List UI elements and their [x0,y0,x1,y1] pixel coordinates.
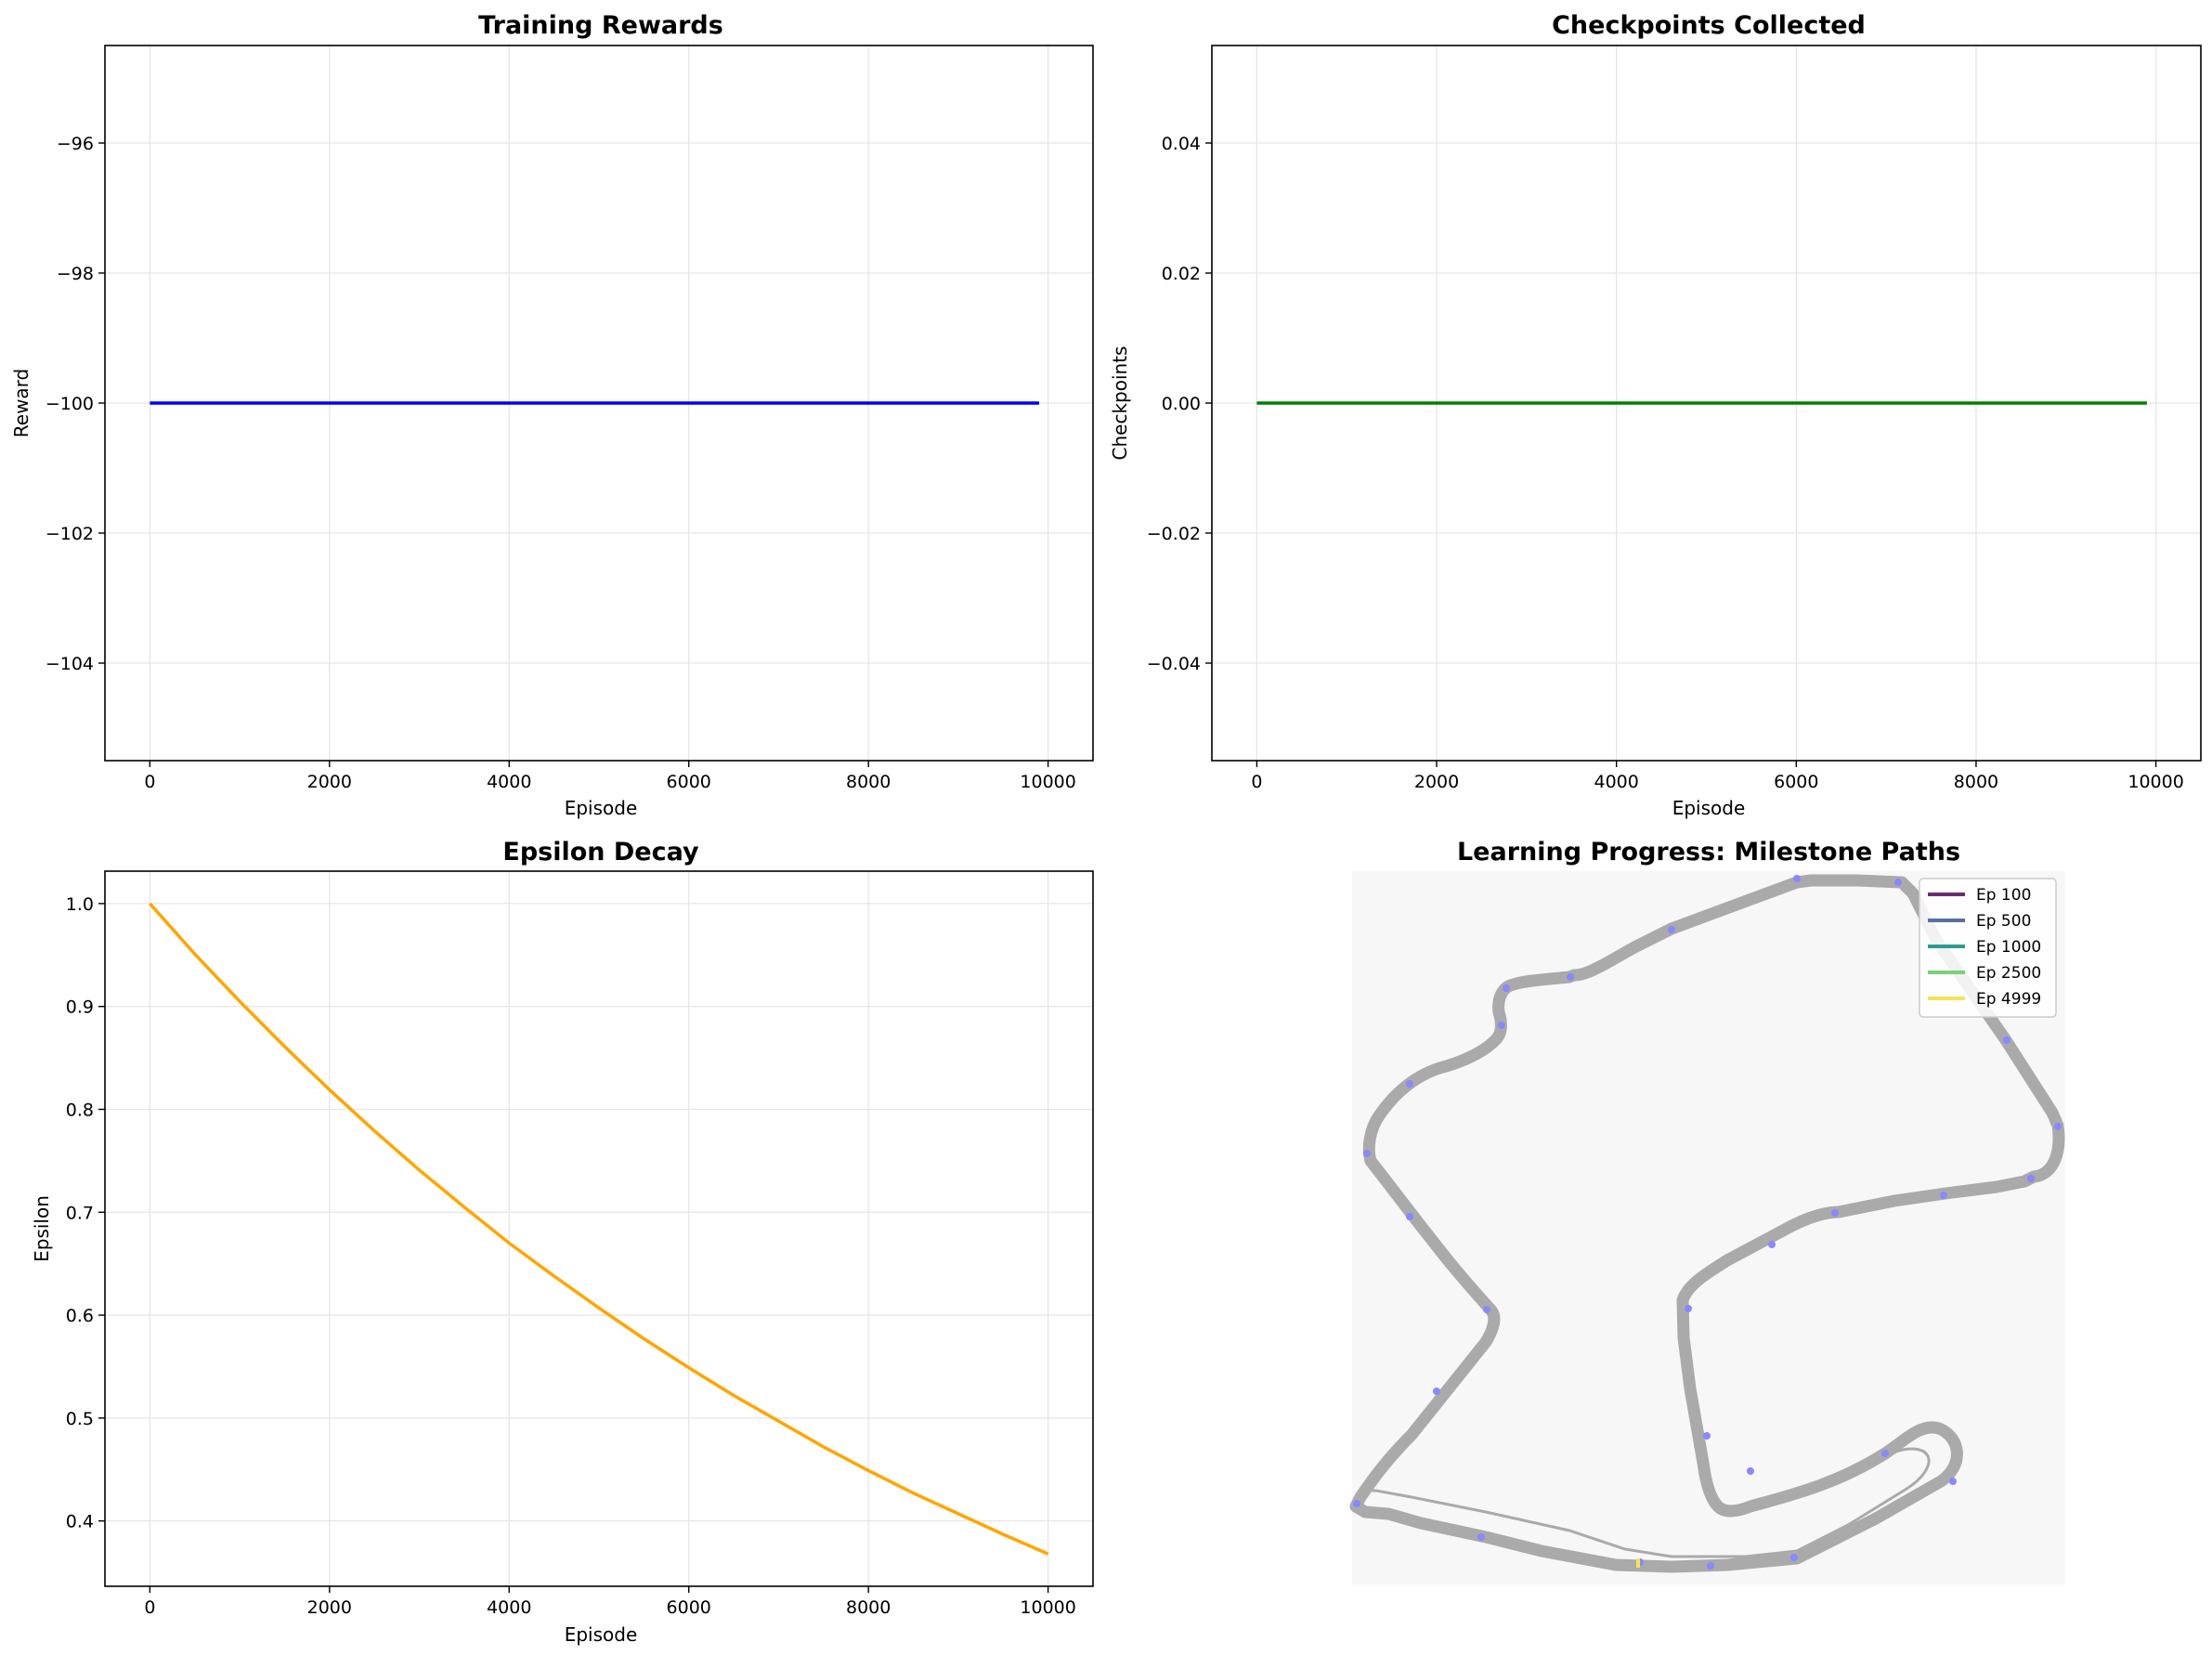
legend-label: Ep 100 [1976,886,2031,905]
x-tick-label: 0 [144,1597,155,1618]
y-axis-label: Epsilon [31,1195,53,1262]
x-tick-label: 0 [144,772,155,792]
x-tick-label: 4000 [487,772,531,792]
panel-epsilon-decay: Epsilon Decay Episode Epsilon 0 2000 4000 6… [31,838,1094,1646]
x-tick-label: 2000 [307,772,352,792]
legend-label: Ep 500 [1976,912,2031,931]
checkpoint [1668,926,1675,933]
y-axis-label: Reward [10,369,33,437]
gridlines [105,871,1093,1586]
y-tick-label: 0.7 [66,1203,94,1223]
checkpoint [1567,973,1574,981]
track-outline [1349,874,2065,1573]
y-tick-label: 0.5 [66,1409,94,1429]
checkpoint [1477,1533,1485,1541]
checkpoint [2027,1175,2035,1182]
checkpoint [1433,1388,1440,1395]
chart-title: Epsilon Decay [502,838,699,867]
y-tick-label: −104 [46,654,94,674]
x-tick-label: 0 [1251,772,1262,792]
x-tick-label: 8000 [1954,772,1998,792]
y-tick-label: −98 [57,264,94,284]
series-line [149,902,1049,1556]
checkpoint [1768,1241,1776,1248]
checkpoint [1790,1554,1798,1561]
x-tick-label: 6000 [1774,772,1818,792]
y-axis-label: Checkpoints [1109,346,1131,461]
x-tick-label: 10000 [1020,772,1075,792]
checkpoint [1406,1213,1413,1220]
x-axis-label: Episode [1672,797,1746,819]
legend-entry: Ep 100 [1928,886,2031,905]
checkpoint [1949,1478,1957,1485]
x-axis-label: Episode [565,1623,638,1646]
chart-title: Learning Progress: Milestone Paths [1457,838,1960,867]
x-tick-label: 2000 [1414,772,1459,792]
x-tick-label: 6000 [667,1597,711,1618]
checkpoint [1793,875,1801,882]
y-tick-label: 0.8 [66,1100,94,1120]
checkpoint [1498,1022,1505,1029]
checkpoint [1747,1467,1754,1475]
y-tick-label: 0.04 [1162,134,1201,154]
x-axis-label: Episode [565,797,638,819]
chart-title: Checkpoints Collected [1552,11,1866,40]
checkpoint [1703,1432,1711,1440]
x-tick-label: 10000 [1020,1597,1075,1618]
y-tick-label: 0.9 [66,997,94,1018]
checkpoint [1353,1500,1360,1507]
checkpoint [1940,1192,1947,1199]
checkpoint [1685,1305,1692,1312]
panel-checkpoints-collected: Checkpoints Collected Episode Checkpoint… [1109,11,2202,819]
legend-entry: Ep 4999 [1928,990,2041,1009]
y-tick-label: −100 [46,394,94,414]
x-tick-label: 6000 [667,772,711,792]
panel-learning-progress: Learning Progress: Milestone Paths [1349,838,2065,1584]
y-tick-label: 1.0 [66,894,94,915]
checkpoint [1503,984,1510,992]
legend-box [1919,878,2057,1018]
legend-entry: Ep 500 [1928,912,2031,931]
legend-label: Ep 2500 [1976,964,2041,983]
y-tick-label: −0.02 [1147,524,1201,544]
checkpoint [1363,1150,1371,1157]
legend-label: Ep 4999 [1976,990,2041,1009]
plot-frame [104,870,1094,1587]
y-tick-label: −102 [46,524,94,544]
y-tick-label: 0.02 [1162,264,1201,284]
x-tick-label: 8000 [846,772,891,792]
legend-entry: Ep 2500 [1928,964,2041,983]
chart-title: Training Rewards [478,11,723,40]
y-tick-label: 0.00 [1162,394,1201,414]
checkpoint [1406,1080,1413,1088]
y-tick-label: 0.6 [66,1306,94,1326]
x-tick-label: 2000 [307,1597,352,1618]
checkpoint [1831,1209,1839,1217]
y-tick-label: 0.4 [66,1512,94,1532]
panel-training-rewards: Training Rewards Episode Reward 0 2000 400… [10,11,1094,819]
legend: Ep 100 Ep 500 Ep 1000 Ep 2500 Ep 4999 [1919,878,2057,1018]
x-tick-label: 8000 [846,1597,891,1618]
checkpoint [1894,879,1902,886]
y-tick-label: −0.04 [1147,654,1201,674]
x-tick-label: 4000 [1594,772,1639,792]
legend-label: Ep 1000 [1976,938,2041,957]
checkpoint [1881,1450,1889,1457]
x-tick-label: 4000 [487,1597,531,1618]
y-tick-label: −96 [57,134,94,154]
legend-entry: Ep 1000 [1928,938,2041,957]
checkpoint [1483,1306,1490,1313]
start-marker [1636,1558,1640,1568]
checkpoint [1707,1562,1714,1570]
checkpoint [2054,1123,2062,1130]
checkpoint [2003,1036,2010,1044]
agent-path [1367,1388,1931,1558]
x-tick-label: 10000 [2127,772,2183,792]
